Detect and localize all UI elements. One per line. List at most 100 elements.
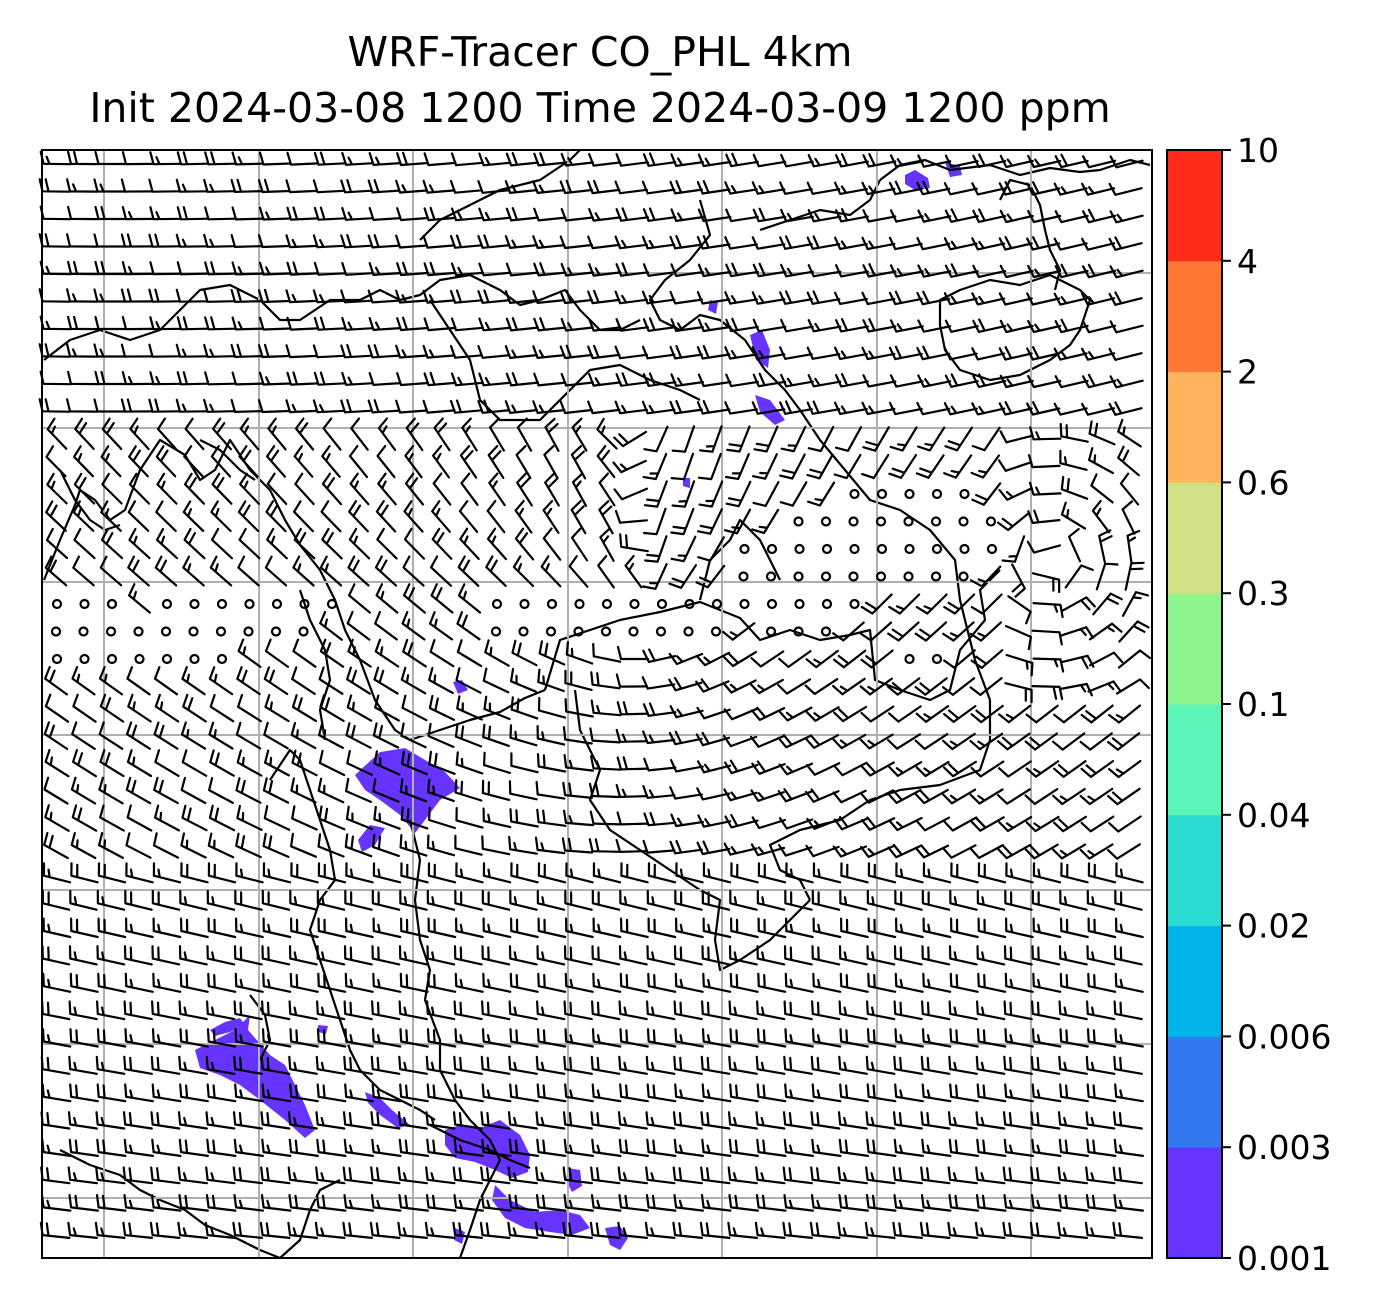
wind-barb [757, 917, 787, 939]
wind-barb [235, 777, 262, 804]
wind-barb [670, 373, 704, 387]
wind-barb [404, 472, 425, 506]
wind-barb [1002, 1166, 1033, 1185]
wind-barb [210, 500, 232, 533]
wind-barb [204, 371, 237, 386]
wind-barb [151, 1028, 182, 1048]
wind-barb [38, 288, 71, 303]
tracer-patch [453, 680, 468, 694]
wind-barb [865, 1111, 896, 1130]
wind-barb [949, 1083, 979, 1103]
wind-barb [673, 1055, 703, 1075]
wind-barb [1092, 592, 1123, 616]
wind-barb [564, 698, 594, 718]
calm-wind-circle [161, 598, 173, 610]
wind-barb [1054, 153, 1089, 169]
wind-barb [238, 445, 259, 478]
calm-wind-circle [600, 626, 612, 637]
wind-barb [750, 843, 786, 857]
wind-barb [1080, 815, 1115, 833]
wind-barb [647, 917, 677, 939]
wind-barb [615, 207, 649, 222]
wind-barb [643, 757, 677, 772]
wind-barb [532, 400, 566, 414]
wind-barb [669, 839, 703, 855]
wind-barb [1032, 972, 1062, 993]
wind-barb [509, 1028, 539, 1048]
wind-barb [893, 945, 923, 966]
wind-barb [155, 445, 177, 478]
wind-barb [1086, 1000, 1116, 1021]
wind-barb [481, 835, 511, 856]
wind-barb [642, 372, 677, 387]
wind-barb [477, 289, 511, 304]
wind-barb [867, 862, 897, 884]
wind-barb [950, 917, 979, 939]
wind-barb [344, 833, 373, 858]
wind-barb [1059, 682, 1093, 697]
wind-barb [866, 1138, 897, 1157]
wind-barb [68, 1055, 98, 1075]
wind-barb [481, 779, 511, 801]
wind-barb [834, 426, 863, 452]
wind-barb [179, 972, 209, 993]
calm-wind-circle [794, 598, 805, 610]
wind-barb [560, 317, 594, 332]
wind-barb [453, 1000, 483, 1021]
calm-wind-circle [216, 653, 228, 665]
colorbar-segment [1167, 814, 1222, 927]
calm-wind-circle [876, 488, 888, 500]
wind-barb [942, 677, 976, 696]
wind-barb [455, 667, 482, 694]
wind-barb [807, 319, 842, 333]
wind-barb [536, 753, 567, 773]
wind-barb [294, 417, 315, 451]
wind-barb [613, 430, 648, 448]
wind-barb [176, 316, 210, 331]
wind-barb [1001, 535, 1026, 563]
wind-barb [977, 972, 1007, 993]
wind-barb [427, 862, 457, 884]
wind-barb [616, 701, 650, 716]
wind-barb [399, 972, 429, 993]
wind-barb [1114, 972, 1144, 993]
wind-barb [368, 262, 402, 276]
wind-barb [182, 693, 207, 723]
wind-barb [204, 206, 237, 221]
wind-barb [1025, 704, 1059, 724]
wind-barb [563, 754, 594, 772]
coastline [59, 1149, 281, 1260]
wind-barb [809, 1221, 841, 1239]
wind-barb [289, 1028, 319, 1048]
wind-barb [559, 400, 593, 415]
wind-barb [785, 862, 814, 884]
wind-barb [73, 445, 94, 478]
wind-barb [561, 837, 594, 854]
wind-barb [426, 1138, 457, 1157]
tracer-patch [318, 1025, 328, 1034]
wind-barb [340, 399, 374, 414]
wind-barb [840, 917, 869, 939]
calm-wind-circle [793, 571, 804, 582]
wind-barb [368, 372, 402, 386]
wind-barb [642, 563, 668, 590]
wind-barb [779, 346, 813, 360]
wind-barb [1007, 595, 1032, 625]
map-frame [41, 149, 1153, 1259]
wind-barb [321, 527, 343, 560]
wind-barb [44, 666, 68, 696]
calm-wind-circle [931, 653, 943, 665]
wind-barb [811, 945, 841, 966]
wind-barb [1118, 620, 1150, 643]
wind-barb [1031, 685, 1064, 701]
wind-barb [1030, 1111, 1061, 1130]
wind-barb [866, 1000, 896, 1021]
wind-barb [642, 785, 676, 799]
wind-barb [752, 153, 787, 168]
wind-barb [44, 555, 68, 587]
wind-barb [647, 862, 677, 884]
calm-wind-circle [270, 626, 282, 637]
wind-barb [544, 417, 560, 452]
colorbar-tick-label: 4 [1237, 242, 1258, 281]
wind-barb [614, 400, 648, 415]
